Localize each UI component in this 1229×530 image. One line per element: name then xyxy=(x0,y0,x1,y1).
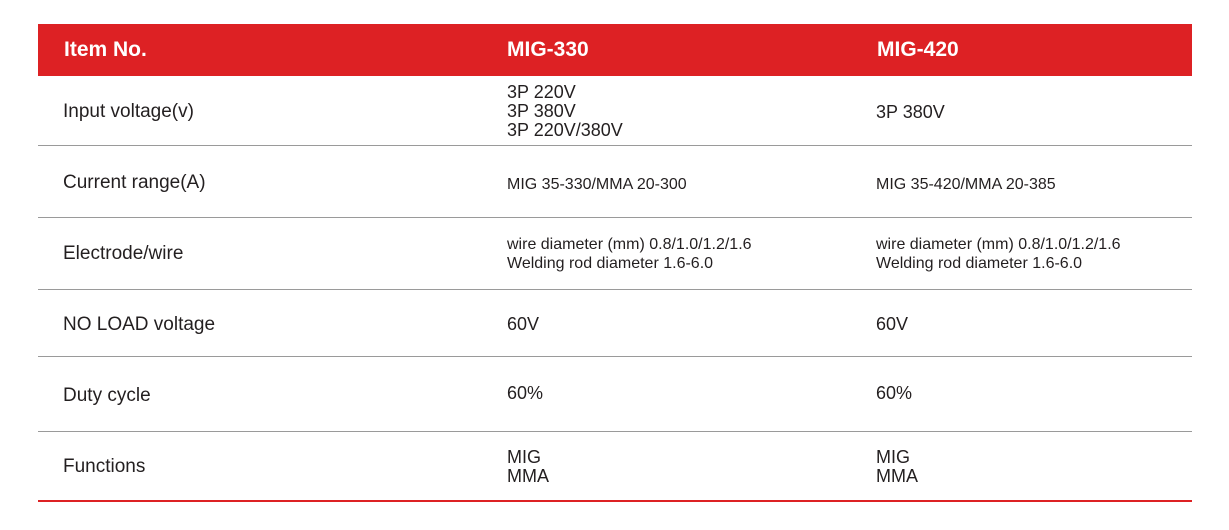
row-label-input-voltage: Input voltage(v) xyxy=(63,101,194,122)
header-model-mig-420: MIG-420 xyxy=(877,38,959,61)
row-value-electrode-wire-a: wire diameter (mm) 0.8/1.0/1.2/1.6 Weldi… xyxy=(507,235,752,273)
value-line: MMA xyxy=(507,466,549,486)
row-value-electrode-wire-b: wire diameter (mm) 0.8/1.0/1.2/1.6 Weldi… xyxy=(876,235,1121,273)
row-label-electrode-wire: Electrode/wire xyxy=(63,243,184,264)
value-line: 3P 220V/380V xyxy=(507,120,623,140)
value-line: Welding rod diameter 1.6-6.0 xyxy=(876,255,1083,272)
row-divider xyxy=(38,431,1192,432)
value-line: MIG xyxy=(876,447,910,467)
row-divider xyxy=(38,145,1192,146)
value-line: MIG 35-420/MMA 20-385 xyxy=(876,176,1056,193)
row-value-no-load-voltage-b: 60V xyxy=(876,315,908,334)
value-line: wire diameter (mm) 0.8/1.0/1.2/1.6 xyxy=(876,236,1121,253)
value-line: 60V xyxy=(507,314,540,334)
row-value-duty-cycle-b: 60% xyxy=(876,384,912,403)
row-value-input-voltage-b: 3P 380V xyxy=(876,103,945,122)
row-label-duty-cycle: Duty cycle xyxy=(63,385,151,406)
value-line: 60% xyxy=(507,383,544,403)
value-line: MMA xyxy=(876,466,918,486)
row-value-current-range-a: MIG 35-330/MMA 20-300 xyxy=(507,175,687,194)
row-divider xyxy=(38,356,1192,357)
row-value-input-voltage-a: 3P 220V 3P 380V 3P 220V/380V xyxy=(507,83,623,140)
value-line: 3P 380V xyxy=(876,102,945,122)
table-bottom-border xyxy=(38,500,1192,502)
row-value-current-range-b: MIG 35-420/MMA 20-385 xyxy=(876,175,1056,194)
row-value-duty-cycle-a: 60% xyxy=(507,384,543,403)
value-line: MIG 35-330/MMA 20-300 xyxy=(507,176,687,193)
value-line: wire diameter (mm) 0.8/1.0/1.2/1.6 xyxy=(507,236,752,253)
header-model-mig-330: MIG-330 xyxy=(507,38,589,61)
value-line: 3P 220V xyxy=(507,82,576,102)
value-line: 60V xyxy=(876,314,909,334)
value-line: Welding rod diameter 1.6-6.0 xyxy=(507,255,714,272)
row-value-functions-b: MIG MMA xyxy=(876,448,918,486)
table-header: Item No. MIG-330 MIG-420 xyxy=(38,24,1192,76)
spec-table: Item No. MIG-330 MIG-420 Input voltage(v… xyxy=(38,24,1192,502)
value-line: 60% xyxy=(876,383,913,403)
row-value-functions-a: MIG MMA xyxy=(507,448,549,486)
row-label-functions: Functions xyxy=(63,456,146,477)
row-divider xyxy=(38,289,1192,290)
header-item-no: Item No. xyxy=(64,38,147,61)
row-divider xyxy=(38,217,1192,218)
value-line: MIG xyxy=(507,447,541,467)
row-label-no-load-voltage: NO LOAD voltage xyxy=(63,314,216,335)
row-value-no-load-voltage-a: 60V xyxy=(507,315,539,334)
row-label-current-range: Current range(A) xyxy=(63,172,206,193)
value-line: 3P 380V xyxy=(507,101,576,121)
